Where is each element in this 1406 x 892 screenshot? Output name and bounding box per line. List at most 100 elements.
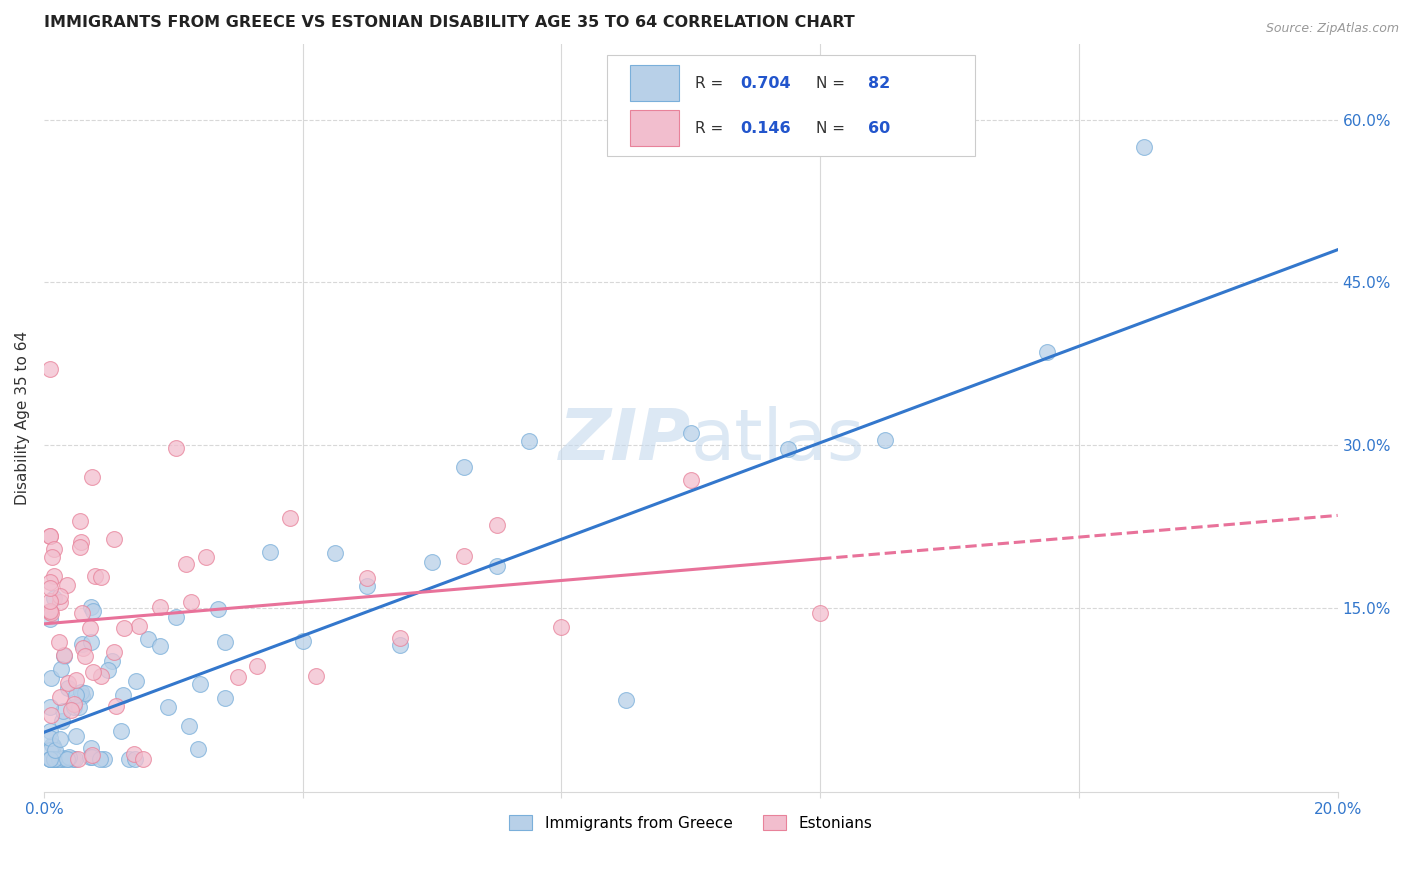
Point — [44, 752, 66, 766]
Point — [70, 685, 93, 699]
Point — [41, 739, 63, 753]
Point — [39, 699, 62, 714]
Point — [44, 752, 66, 766]
Point — [51, 752, 73, 766]
Point — [39, 362, 62, 376]
Point — [291, 633, 314, 648]
Point — [39, 529, 62, 543]
Point — [82, 749, 104, 764]
Point — [72, 689, 94, 703]
Y-axis label: Disability Age 35 to 64: Disability Age 35 to 64 — [15, 331, 30, 505]
Point — [82, 665, 104, 680]
Point — [323, 546, 346, 560]
Point — [97, 663, 120, 677]
Point — [67, 700, 90, 714]
Point — [157, 700, 180, 714]
Point — [550, 620, 572, 634]
Point — [90, 570, 112, 584]
Point — [39, 529, 62, 543]
Point — [1035, 344, 1057, 359]
Point — [65, 752, 87, 766]
Point — [149, 599, 172, 614]
Point — [44, 752, 66, 766]
Text: R =: R = — [695, 76, 728, 91]
Point — [56, 681, 79, 696]
Point — [517, 434, 540, 448]
FancyBboxPatch shape — [630, 65, 679, 102]
Point — [84, 569, 107, 583]
Point — [39, 752, 62, 766]
Point — [70, 637, 93, 651]
Text: Source: ZipAtlas.com: Source: ZipAtlas.com — [1265, 22, 1399, 36]
Text: atlas: atlas — [690, 406, 865, 475]
Point — [103, 533, 125, 547]
Point — [49, 732, 72, 747]
Text: IMMIGRANTS FROM GREECE VS ESTONIAN DISABILITY AGE 35 TO 64 CORRELATION CHART: IMMIGRANTS FROM GREECE VS ESTONIAN DISAB… — [44, 15, 855, 30]
Point — [48, 589, 70, 603]
Point — [39, 671, 62, 685]
Point — [278, 511, 301, 525]
Point — [110, 723, 132, 738]
Point — [39, 708, 62, 723]
Point — [177, 719, 200, 733]
Point — [80, 747, 103, 762]
Point — [114, 621, 136, 635]
Point — [42, 568, 65, 582]
Point — [1132, 139, 1154, 153]
Point — [39, 752, 62, 766]
Text: R =: R = — [695, 120, 733, 136]
Point — [56, 752, 79, 766]
Point — [75, 649, 97, 664]
Legend: Immigrants from Greece, Estonians: Immigrants from Greece, Estonians — [503, 808, 879, 837]
Point — [93, 752, 115, 766]
Point — [39, 723, 62, 738]
Point — [69, 541, 91, 555]
Point — [45, 752, 67, 766]
Point — [49, 690, 72, 704]
Point — [39, 607, 62, 621]
Point — [52, 648, 75, 663]
Point — [72, 641, 94, 656]
Point — [41, 739, 63, 753]
Point — [187, 742, 209, 756]
Point — [39, 743, 62, 757]
Point — [42, 541, 65, 556]
Point — [82, 604, 104, 618]
Text: 60: 60 — [868, 120, 890, 136]
Point — [188, 677, 211, 691]
Point — [58, 676, 80, 690]
Point — [103, 645, 125, 659]
Point — [679, 426, 702, 441]
Point — [44, 752, 66, 766]
Point — [52, 752, 75, 766]
Point — [132, 752, 155, 766]
Point — [165, 441, 187, 455]
Point — [128, 619, 150, 633]
Point — [39, 611, 62, 625]
Point — [136, 632, 159, 647]
Point — [62, 752, 84, 766]
Point — [356, 571, 378, 585]
Point — [453, 549, 475, 563]
Point — [39, 575, 62, 590]
Point — [73, 686, 96, 700]
FancyBboxPatch shape — [606, 55, 976, 156]
Point — [69, 514, 91, 528]
Point — [52, 704, 75, 718]
Point — [485, 558, 508, 573]
Point — [118, 752, 141, 766]
Point — [82, 469, 104, 483]
Point — [65, 729, 87, 743]
Point — [52, 750, 75, 764]
Point — [214, 635, 236, 649]
Point — [356, 579, 378, 593]
Point — [65, 688, 87, 702]
Text: 82: 82 — [868, 76, 890, 91]
Point — [808, 606, 831, 620]
Point — [80, 600, 103, 615]
Point — [39, 605, 62, 619]
Point — [48, 634, 70, 648]
Point — [226, 670, 249, 684]
Point — [80, 740, 103, 755]
Point — [48, 594, 70, 608]
